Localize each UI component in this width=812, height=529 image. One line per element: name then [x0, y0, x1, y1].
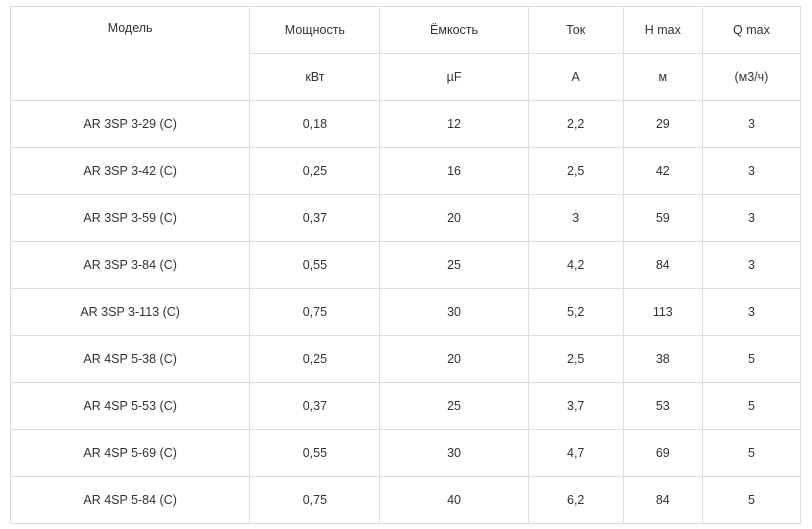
cell-hmax: 84 — [622, 476, 703, 524]
cell-hmax: 53 — [622, 382, 703, 430]
cell-power: 0,37 — [249, 382, 381, 430]
cell-power: 0,75 — [249, 288, 381, 336]
cell-capacity: 12 — [379, 100, 529, 148]
cell-current: 4,7 — [527, 429, 624, 477]
cell-hmax: 113 — [622, 288, 703, 336]
cell-qmax: 3 — [701, 241, 802, 289]
header-qmax: Q max — [701, 6, 802, 54]
cell-current: 4,2 — [527, 241, 624, 289]
cell-qmax: 5 — [701, 429, 802, 477]
cell-capacity: 20 — [379, 335, 529, 383]
table-row: AR 4SP 5-84 (C) 0,75 40 6,2 84 5 — [9, 476, 802, 524]
header-hmax: H max — [622, 6, 703, 54]
cell-model: AR 4SP 5-84 (C) — [9, 476, 251, 524]
header-capacity: Ёмкость — [379, 6, 529, 54]
table-row: AR 3SP 3-59 (C) 0,37 20 3 59 3 — [9, 194, 802, 242]
cell-capacity: 25 — [379, 382, 529, 430]
cell-power: 0,25 — [249, 335, 381, 383]
cell-model: AR 3SP 3-113 (C) — [9, 288, 251, 336]
cell-capacity: 25 — [379, 241, 529, 289]
table-row: AR 4SP 5-69 (C) 0,55 30 4,7 69 5 — [9, 429, 802, 477]
cell-power: 0,25 — [249, 147, 381, 195]
cell-model: AR 3SP 3-84 (C) — [9, 241, 251, 289]
cell-model: AR 3SP 3-59 (C) — [9, 194, 251, 242]
header-row: Модель Мощность Ёмкость Ток H max Q max — [9, 6, 802, 101]
table-row: AR 3SP 3-113 (C) 0,75 30 5,2 113 3 — [9, 288, 802, 336]
header-model: Модель — [9, 6, 251, 101]
cell-qmax: 3 — [701, 100, 802, 148]
table-row: AR 3SP 3-29 (C) 0,18 12 2,2 29 3 — [9, 100, 802, 148]
units-row: кВт µF A м (м3/ч) — [11, 53, 802, 101]
cell-qmax: 5 — [701, 335, 802, 383]
cell-hmax: 29 — [622, 100, 703, 148]
cell-power: 0,55 — [249, 429, 381, 477]
header-power: Мощность — [249, 6, 381, 54]
cell-qmax: 3 — [701, 147, 802, 195]
cell-model: AR 3SP 3-42 (C) — [9, 147, 251, 195]
unit-current: A — [527, 53, 624, 101]
cell-model: AR 4SP 5-69 (C) — [9, 429, 251, 477]
cell-current: 3 — [527, 194, 624, 242]
header-current: Ток — [527, 6, 624, 54]
cell-model: AR 4SP 5-38 (C) — [9, 335, 251, 383]
cell-power: 0,75 — [249, 476, 381, 524]
cell-hmax: 42 — [622, 147, 703, 195]
cell-hmax: 59 — [622, 194, 703, 242]
table-row: AR 3SP 3-84 (C) 0,55 25 4,2 84 3 — [9, 241, 802, 289]
cell-model: AR 3SP 3-29 (C) — [9, 100, 251, 148]
cell-capacity: 20 — [379, 194, 529, 242]
cell-current: 2,5 — [527, 335, 624, 383]
cell-current: 6,2 — [527, 476, 624, 524]
cell-capacity: 40 — [379, 476, 529, 524]
cell-power: 0,55 — [249, 241, 381, 289]
cell-power: 0,18 — [249, 100, 381, 148]
unit-qmax: (м3/ч) — [701, 53, 802, 101]
cell-hmax: 84 — [622, 241, 703, 289]
cell-qmax: 3 — [701, 288, 802, 336]
cell-current: 2,5 — [527, 147, 624, 195]
cell-capacity: 16 — [379, 147, 529, 195]
cell-power: 0,37 — [249, 194, 381, 242]
table-row: AR 3SP 3-42 (C) 0,25 16 2,5 42 3 — [9, 147, 802, 195]
cell-hmax: 38 — [622, 335, 703, 383]
unit-capacity: µF — [379, 53, 529, 101]
cell-qmax: 5 — [701, 476, 802, 524]
cell-capacity: 30 — [379, 429, 529, 477]
cell-capacity: 30 — [379, 288, 529, 336]
cell-hmax: 69 — [622, 429, 703, 477]
cell-qmax: 3 — [701, 194, 802, 242]
table-row: AR 4SP 5-53 (C) 0,37 25 3,7 53 5 — [9, 382, 802, 430]
table-row: AR 4SP 5-38 (C) 0,25 20 2,5 38 5 — [9, 335, 802, 383]
unit-power: кВт — [249, 53, 381, 101]
cell-current: 5,2 — [527, 288, 624, 336]
cell-current: 3,7 — [527, 382, 624, 430]
cell-model: AR 4SP 5-53 (C) — [9, 382, 251, 430]
unit-hmax: м — [622, 53, 703, 101]
pump-spec-table: Модель Мощность Ёмкость Ток H max Q max … — [9, 6, 802, 524]
cell-qmax: 5 — [701, 382, 802, 430]
cell-current: 2,2 — [527, 100, 624, 148]
